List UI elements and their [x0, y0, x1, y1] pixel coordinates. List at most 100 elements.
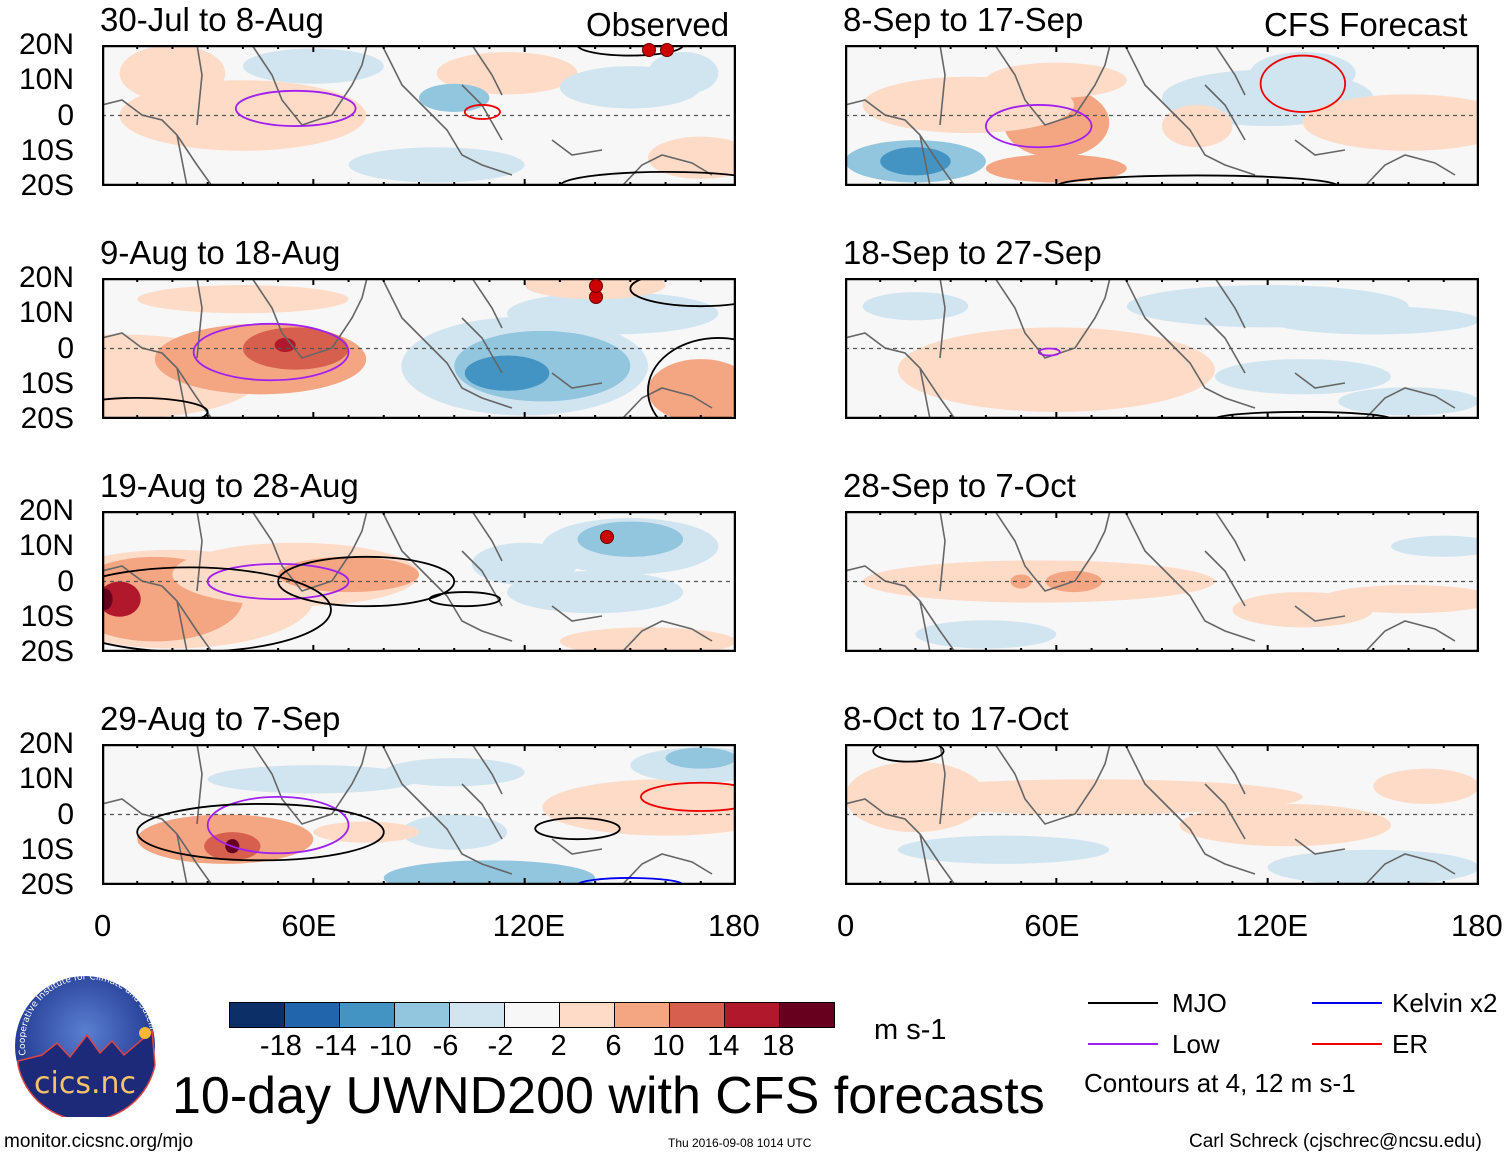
coastline: [101, 277, 713, 420]
wave-contour: [234, 89, 357, 127]
anomaly-region: [862, 292, 969, 321]
observed-1-map: [0, 270, 790, 445]
anomaly-region: [207, 765, 419, 794]
forecast-0-title: 8-Sep to 17-Sep: [843, 1, 1084, 38]
lat-tick-label: 10N: [18, 63, 74, 97]
colorbar-swatch: [395, 1003, 450, 1027]
observed-2-title: 19-Aug to 28-Aug: [100, 467, 359, 504]
anomaly-region: [348, 147, 525, 183]
anomaly-region: [1214, 359, 1391, 395]
colorbar-tick-label: -2: [487, 1030, 514, 1062]
storm-marker: [589, 279, 604, 294]
observed-1-title: 9-Aug to 18-Aug: [100, 234, 341, 271]
anomaly-region: [401, 814, 508, 850]
legend-low: Low: [1172, 1029, 1220, 1059]
coastline: [844, 743, 1456, 886]
lat-tick-label: 10N: [18, 529, 74, 563]
colorbar-tick-label: 10: [652, 1030, 685, 1062]
lat-tick-label: 0: [57, 98, 74, 132]
footer-author: Carl Schreck (cjschrec@ncsu.edu): [1189, 1131, 1482, 1152]
lat-tick-label: 20S: [20, 635, 74, 668]
anomaly-region: [845, 761, 986, 833]
observed-2-map: [31, 510, 737, 656]
wave-contour: [277, 555, 456, 608]
footer-url[interactable]: monitor.cicsnc.org/mjo: [4, 1131, 194, 1152]
anomaly-region: [1179, 803, 1391, 847]
lon-tick-label: 180: [1451, 908, 1503, 943]
observed-0-title: 30-Jul to 8-Aug: [100, 1, 324, 38]
colorbar-swatch: [505, 1003, 560, 1027]
anomaly-region: [1373, 768, 1479, 804]
colorbar-swatch: [230, 1003, 285, 1027]
wave-contour: [1259, 54, 1347, 113]
coastline: [844, 44, 1456, 187]
lat-tick-label: 0: [57, 564, 74, 598]
forecast-label: CFS Forecast: [1264, 6, 1468, 43]
colorbar-tick-label: 14: [707, 1030, 740, 1062]
anomaly-region: [1250, 52, 1356, 95]
lat-tick-label: 20N: [18, 727, 74, 760]
colorbar-tick-label: -6: [432, 1030, 459, 1062]
anomaly-region: [1338, 387, 1479, 416]
storm-marker: [659, 42, 674, 57]
lat-tick-label: 20S: [20, 402, 74, 435]
storm-marker: [641, 42, 656, 57]
anomaly-region: [1390, 535, 1497, 557]
colorbar-swatch: [450, 1003, 505, 1027]
forecast-1-title: 18-Sep to 27-Sep: [843, 234, 1102, 271]
colorbar: [229, 1002, 835, 1028]
wave-contour: [463, 104, 501, 120]
wave-contour: [1037, 347, 1061, 357]
forecast-3-map: [844, 739, 1480, 886]
lat-tick-label: 10S: [20, 832, 74, 866]
lat-tick-label: 20S: [20, 868, 74, 901]
lon-tick-label: 120E: [492, 908, 566, 943]
anomaly-region: [1232, 592, 1374, 628]
legend-mjo-line: [1088, 1002, 1158, 1004]
wave-contour: [206, 562, 350, 601]
legend-kelvin-line: [1312, 1002, 1382, 1004]
coastline: [844, 510, 1456, 653]
anomaly-region: [507, 292, 719, 335]
wave-contour: [428, 591, 501, 608]
anomaly-region: [313, 821, 419, 843]
anomaly-region: [1267, 849, 1479, 885]
anomaly-region: [647, 359, 754, 423]
forecast-1-map: [844, 277, 1480, 427]
anomaly-region: [137, 285, 349, 314]
anomaly-region: [119, 45, 226, 102]
anomaly-region: [577, 521, 684, 557]
observed-3-title: 29-Aug to 7-Sep: [100, 700, 341, 737]
observed-label: Observed: [586, 6, 730, 43]
wave-contour: [136, 803, 385, 862]
colorbar-tick-label: -14: [314, 1030, 357, 1062]
footer-timestamp: Thu 2016-09-08 1014 UTC: [668, 1136, 812, 1150]
legend-low-line: [1088, 1043, 1158, 1045]
legend-mjo: MJO: [1172, 988, 1227, 1018]
colorbar-swatch: [285, 1003, 340, 1027]
anomaly-region: [897, 835, 1110, 864]
colorbar-swatch: [560, 1003, 615, 1027]
lat-tick-label: 20N: [18, 261, 74, 294]
colorbar-unit: m s-1: [874, 1014, 947, 1046]
lon-tick-label: 0: [94, 908, 112, 943]
anomaly-region: [383, 758, 525, 787]
anomaly-region: [1302, 94, 1510, 151]
anomaly-region: [665, 747, 736, 769]
legend-er: ER: [1392, 1029, 1429, 1059]
storm-marker: [599, 529, 614, 544]
colorbar-tick-label: 2: [550, 1030, 567, 1062]
anomaly-region: [880, 147, 951, 176]
anomaly-region: [1267, 306, 1479, 335]
anomaly-region: [915, 620, 1057, 649]
lon-tick-label: 120E: [1235, 908, 1309, 943]
lon-tick-label: 180: [708, 908, 760, 943]
wave-contour: [206, 795, 350, 855]
anomaly-region: [647, 136, 754, 179]
legend-kelvin: Kelvin x2: [1392, 988, 1498, 1018]
figure-title: 10-day UWND200 with CFS forecasts: [172, 1067, 1045, 1125]
lat-tick-label: 20N: [18, 494, 74, 527]
logo-text: cics.nc: [34, 1066, 136, 1101]
lat-tick-label: 10S: [20, 599, 74, 633]
wave-contour: [534, 817, 621, 841]
